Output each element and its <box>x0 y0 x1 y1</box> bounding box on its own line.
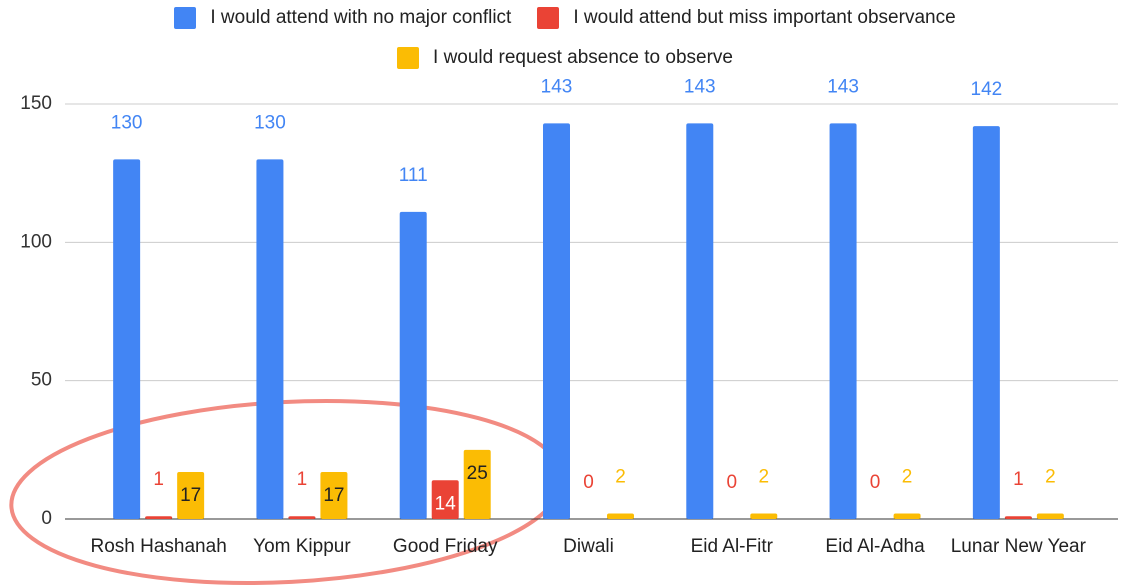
x-tick-label: Eid Al-Adha <box>825 536 925 557</box>
bar <box>399 211 427 519</box>
data-label: 2 <box>758 466 769 487</box>
legend-swatch <box>397 47 420 69</box>
x-tick-label: Lunar New Year <box>950 536 1086 557</box>
bar <box>463 449 491 519</box>
y-tick-label: 0 <box>41 508 52 529</box>
data-label: 143 <box>827 76 859 97</box>
data-label: 1 <box>297 469 308 490</box>
bar <box>607 513 634 519</box>
data-label: 143 <box>684 76 716 97</box>
legend-swatch <box>537 7 560 29</box>
data-label: 2 <box>902 466 913 487</box>
legend-item: I would attend but miss important observ… <box>537 2 956 34</box>
bar <box>893 513 921 519</box>
data-label: 25 <box>467 463 488 484</box>
x-tick-label: Good Friday <box>392 536 498 557</box>
x-tick-label: Diwali <box>563 536 614 557</box>
data-label: 17 <box>180 485 201 506</box>
legend-item: I would attend with no major conflict <box>174 2 511 34</box>
bar <box>113 159 141 520</box>
bar <box>686 123 714 519</box>
bar <box>750 513 778 519</box>
bar <box>1036 513 1064 519</box>
data-label: 111 <box>399 165 428 186</box>
data-label: 2 <box>1045 466 1056 487</box>
bar <box>1004 516 1032 519</box>
bar <box>177 471 205 519</box>
legend-label: I would request absence to observe <box>433 47 733 68</box>
bar <box>543 123 570 519</box>
bar <box>145 516 173 519</box>
data-label: 0 <box>726 472 737 493</box>
data-label: 1 <box>1013 469 1024 490</box>
y-tick-label: 100 <box>20 231 52 252</box>
legend-item: I would request absence to observe <box>397 42 733 74</box>
data-label: 142 <box>971 79 1003 100</box>
legend: I would attend with no major conflict I w… <box>60 2 1070 74</box>
x-tick-label: Rosh Hashanah <box>90 536 227 557</box>
data-label: 1 <box>153 469 164 490</box>
data-label: 2 <box>615 466 626 487</box>
bar <box>288 516 316 519</box>
bar <box>256 159 284 520</box>
data-label: 143 <box>541 76 573 97</box>
bar <box>431 480 459 519</box>
legend-label: I would attend but miss important observ… <box>573 7 956 28</box>
x-tick-label: Eid Al-Fitr <box>690 536 773 557</box>
bar <box>829 123 857 519</box>
legend-swatch <box>174 7 197 29</box>
data-label: 14 <box>435 493 457 514</box>
data-label: 130 <box>254 112 286 133</box>
y-tick-label: 50 <box>31 370 52 391</box>
bar <box>972 126 1000 519</box>
data-label: 130 <box>111 112 143 133</box>
data-label: 0 <box>583 472 594 493</box>
data-label: 17 <box>323 485 344 506</box>
bar <box>320 471 348 519</box>
y-tick-label: 150 <box>20 93 52 114</box>
x-tick-label: Yom Kippur <box>253 536 351 557</box>
data-label: 0 <box>870 472 881 493</box>
legend-label: I would attend with no major conflict <box>210 7 512 28</box>
